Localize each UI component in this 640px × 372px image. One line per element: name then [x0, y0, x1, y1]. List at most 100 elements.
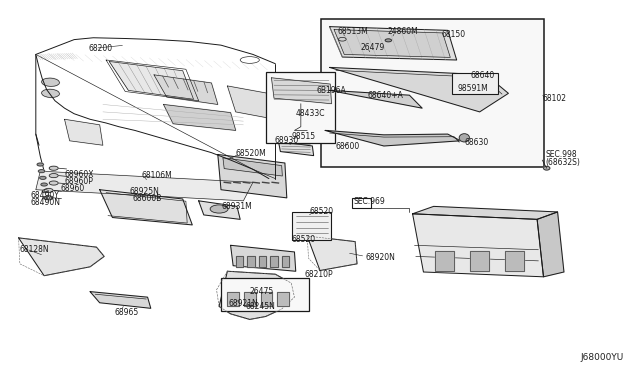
Text: 68920N: 68920N — [365, 253, 396, 262]
Text: 26475: 26475 — [250, 287, 274, 296]
Ellipse shape — [44, 196, 50, 199]
Text: 68960: 68960 — [60, 184, 84, 193]
Ellipse shape — [41, 183, 47, 186]
Polygon shape — [218, 154, 287, 198]
Ellipse shape — [42, 78, 60, 86]
Ellipse shape — [49, 174, 58, 178]
Text: 68921N: 68921N — [228, 299, 259, 308]
Bar — [259, 256, 266, 267]
FancyBboxPatch shape — [292, 212, 332, 240]
Ellipse shape — [385, 39, 392, 42]
Text: 68102: 68102 — [542, 94, 566, 103]
Text: 68150: 68150 — [442, 30, 465, 39]
Polygon shape — [271, 78, 332, 104]
Ellipse shape — [44, 188, 53, 192]
Polygon shape — [65, 119, 103, 145]
Polygon shape — [100, 190, 192, 225]
Bar — [270, 256, 278, 267]
Polygon shape — [413, 214, 543, 277]
Bar — [277, 292, 289, 307]
Text: 68925N: 68925N — [129, 187, 159, 196]
Polygon shape — [36, 171, 253, 201]
Bar — [227, 292, 239, 307]
Polygon shape — [19, 238, 104, 276]
Text: 68630: 68630 — [465, 138, 488, 147]
Polygon shape — [278, 141, 314, 155]
FancyBboxPatch shape — [452, 73, 497, 94]
Text: 68520M: 68520M — [236, 149, 266, 158]
Text: 68960X: 68960X — [65, 170, 94, 179]
Text: 68490N: 68490N — [30, 198, 60, 207]
Text: 98515: 98515 — [291, 132, 316, 141]
Text: 26479: 26479 — [360, 43, 385, 52]
Text: 98591M: 98591M — [458, 84, 489, 93]
Polygon shape — [90, 292, 151, 308]
Text: 68930: 68930 — [274, 136, 298, 145]
Bar — [227, 292, 239, 307]
Bar — [236, 256, 243, 267]
Text: 68931M: 68931M — [221, 202, 252, 211]
Polygon shape — [230, 245, 296, 271]
Text: 68600: 68600 — [335, 142, 360, 151]
Bar — [277, 292, 289, 307]
Bar — [282, 256, 289, 267]
Text: 68520: 68520 — [310, 208, 334, 217]
Polygon shape — [198, 201, 240, 219]
Bar — [247, 256, 255, 267]
Text: 68128N: 68128N — [20, 244, 49, 253]
Ellipse shape — [49, 181, 58, 185]
FancyBboxPatch shape — [221, 278, 309, 311]
Polygon shape — [330, 67, 508, 112]
Bar — [270, 256, 278, 267]
Text: 68513M: 68513M — [337, 27, 368, 36]
Text: 68520: 68520 — [292, 235, 316, 244]
Polygon shape — [307, 236, 357, 270]
Text: 68200: 68200 — [89, 44, 113, 52]
Polygon shape — [334, 30, 451, 57]
Text: 24860M: 24860M — [388, 27, 419, 36]
Bar — [236, 256, 243, 267]
Polygon shape — [223, 158, 282, 176]
Bar — [470, 251, 489, 271]
Bar — [470, 251, 489, 271]
Ellipse shape — [42, 190, 49, 193]
Polygon shape — [227, 86, 275, 119]
Text: 68210P: 68210P — [304, 270, 333, 279]
Polygon shape — [330, 90, 422, 108]
Text: 68245N: 68245N — [245, 302, 275, 311]
Text: 48433C: 48433C — [296, 109, 325, 118]
Polygon shape — [330, 27, 457, 60]
Polygon shape — [413, 206, 557, 219]
Ellipse shape — [37, 163, 44, 166]
FancyBboxPatch shape — [266, 72, 335, 142]
FancyBboxPatch shape — [321, 19, 543, 167]
Polygon shape — [537, 212, 564, 277]
Text: 68600B: 68600B — [133, 194, 163, 203]
Ellipse shape — [44, 196, 53, 200]
Polygon shape — [109, 61, 193, 99]
Bar — [505, 251, 524, 271]
Text: 68640+A: 68640+A — [368, 91, 404, 100]
Text: SEC.998: SEC.998 — [545, 150, 577, 159]
Text: 68490Y: 68490Y — [30, 191, 59, 200]
Text: J68000YU: J68000YU — [580, 353, 624, 362]
Bar — [435, 251, 454, 271]
Text: 68965: 68965 — [115, 308, 139, 317]
Bar — [435, 251, 454, 271]
Bar — [259, 256, 266, 267]
Text: 68640: 68640 — [470, 71, 495, 80]
Ellipse shape — [460, 134, 469, 142]
Ellipse shape — [210, 205, 228, 213]
Text: SEC.969: SEC.969 — [354, 197, 385, 206]
Polygon shape — [325, 131, 461, 146]
Ellipse shape — [38, 170, 45, 173]
Bar — [505, 251, 524, 271]
Text: 68106M: 68106M — [141, 171, 172, 180]
Ellipse shape — [42, 89, 60, 97]
Text: (68632S): (68632S) — [545, 158, 580, 167]
Bar — [260, 292, 272, 307]
Polygon shape — [164, 105, 236, 131]
Ellipse shape — [40, 176, 46, 179]
Bar — [244, 292, 255, 307]
Text: 68960P: 68960P — [65, 177, 93, 186]
